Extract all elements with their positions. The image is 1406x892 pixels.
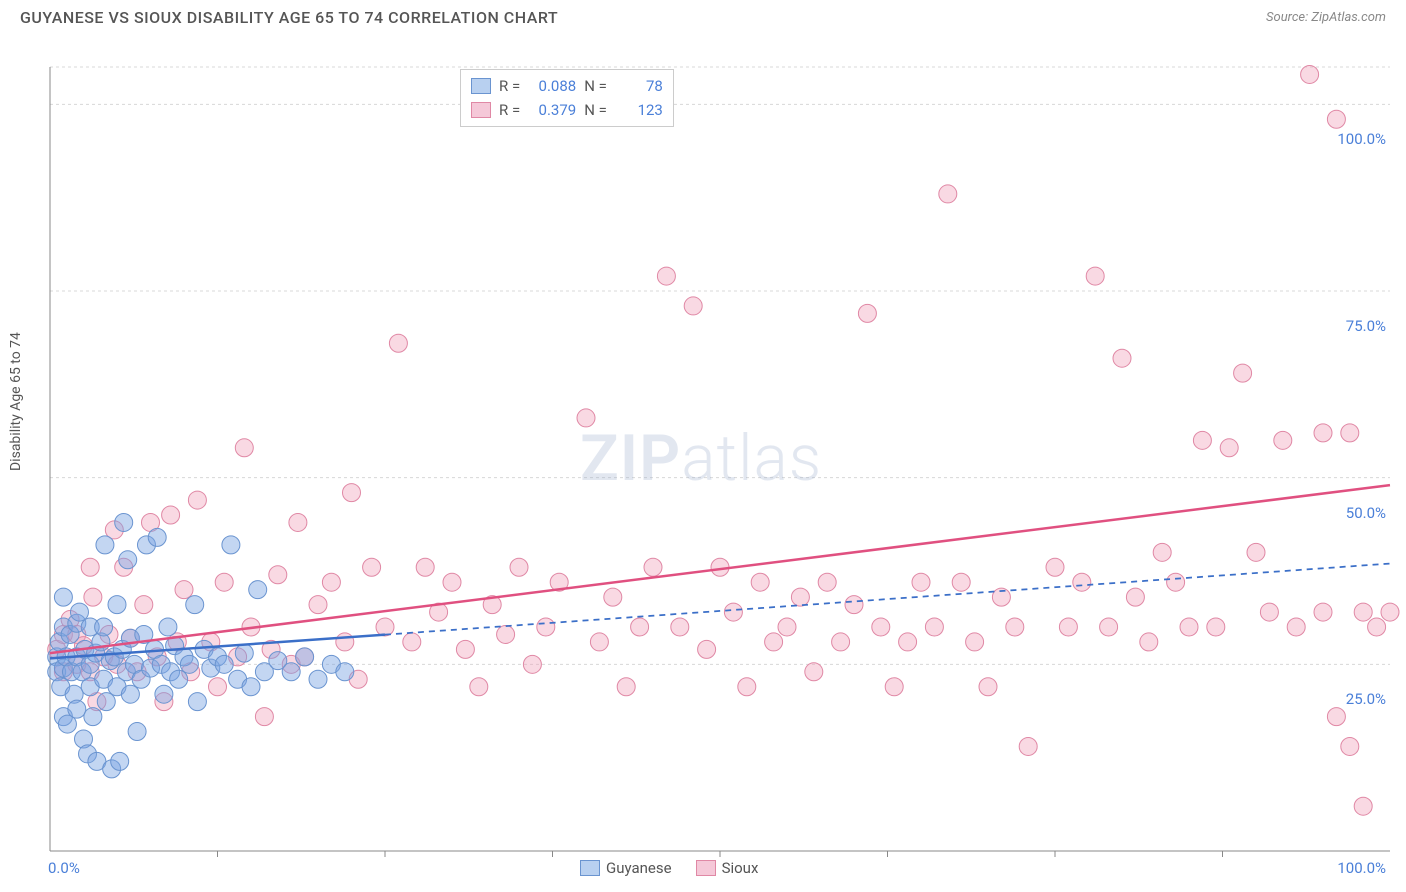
swatch-sioux xyxy=(696,860,716,876)
n-label: N = xyxy=(584,101,607,119)
y-tick-label: 75.0% xyxy=(1346,317,1386,335)
series-legend: Guyanese Sioux xyxy=(580,859,758,877)
legend-item-guyanese: Guyanese xyxy=(580,859,672,877)
source-attribution: Source: ZipAtlas.com xyxy=(1266,10,1386,25)
r-label: R = xyxy=(499,101,520,119)
y-tick-label: 50.0% xyxy=(1346,504,1386,522)
x-axis-origin-label: 0.0% xyxy=(48,859,80,877)
r-label: R = xyxy=(499,77,520,95)
y-axis-title: Disability Age 65 to 74 xyxy=(8,332,24,471)
r-value-guyanese: 0.088 xyxy=(528,77,576,95)
y-tick-label: 25.0% xyxy=(1346,690,1386,708)
swatch-guyanese xyxy=(580,860,600,876)
y-tick-label: 100.0% xyxy=(1337,130,1386,148)
legend-label-sioux: Sioux xyxy=(722,859,759,877)
swatch-sioux xyxy=(471,102,491,118)
legend-item-sioux: Sioux xyxy=(696,859,759,877)
legend-label-guyanese: Guyanese xyxy=(606,859,672,877)
correlation-legend: R = 0.088 N = 78 R = 0.379 N = 123 xyxy=(460,69,674,127)
legend-row-sioux: R = 0.379 N = 123 xyxy=(471,98,663,122)
chart-header: GUYANESE VS SIOUX DISABILITY AGE 65 TO 7… xyxy=(0,0,1406,31)
legend-row-guyanese: R = 0.088 N = 78 xyxy=(471,74,663,98)
n-value-sioux: 123 xyxy=(615,101,663,119)
n-label: N = xyxy=(584,77,607,95)
scatter-chart xyxy=(0,31,1406,881)
chart-title: GUYANESE VS SIOUX DISABILITY AGE 65 TO 7… xyxy=(20,8,558,27)
x-axis-max-label: 100.0% xyxy=(1337,859,1386,877)
swatch-guyanese xyxy=(471,78,491,94)
chart-container: Disability Age 65 to 74 ZIPatlas R = 0.0… xyxy=(0,31,1406,881)
n-value-guyanese: 78 xyxy=(615,77,663,95)
r-value-sioux: 0.379 xyxy=(528,101,576,119)
